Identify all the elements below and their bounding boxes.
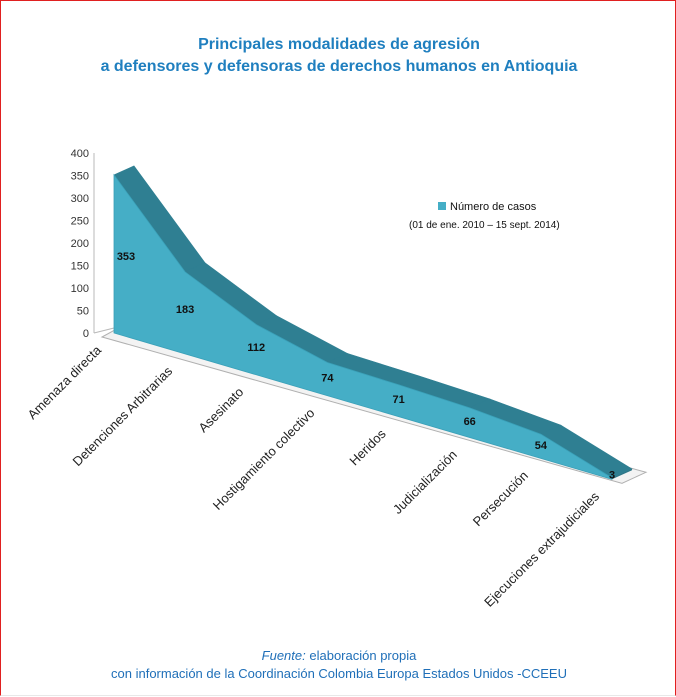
source-text: elaboración propia [305, 648, 417, 663]
x-tick-label: Persecución [470, 468, 531, 529]
legend-date-range: (01 de ene. 2010 – 15 sept. 2014) [409, 220, 560, 231]
y-tick-label: 200 [71, 238, 89, 250]
data-label: 71 [392, 394, 404, 406]
legend-swatch [438, 202, 446, 210]
chart-title-line-1: Principales modalidades de agresión [198, 36, 480, 53]
area-end-cap [612, 468, 632, 480]
y-tick-label: 50 [77, 306, 89, 318]
x-tick-label: Judicialización [390, 447, 460, 517]
data-label: 54 [535, 440, 548, 452]
data-label: 3 [609, 469, 615, 481]
legend-series-name: Número de casos [450, 201, 537, 213]
y-tick-label: 300 [71, 193, 89, 205]
area-series-numero-de-casos [113, 173, 613, 480]
footer-line-2: con información de la Coordinación Colom… [111, 666, 567, 681]
data-label: 66 [464, 416, 476, 428]
x-tick-label: Detenciones Arbitrarias [70, 363, 176, 469]
chart-title-line-2: a defensores y defensoras de derechos hu… [100, 58, 578, 75]
data-label: 183 [176, 304, 194, 316]
source-label: Fuente: [261, 648, 306, 663]
x-tick-label: Hostigamiento colectivo [210, 405, 318, 513]
data-label: 112 [247, 342, 265, 354]
data-label: 353 [117, 251, 135, 263]
y-tick-label: 400 [71, 148, 89, 160]
x-tick-label: Heridos [346, 426, 389, 469]
x-tick-label: Asesinato [195, 384, 246, 435]
chart-title: Principales modalidades de agresión a de… [1, 34, 676, 78]
y-tick-label: 250 [71, 216, 89, 228]
footer-line-1: Fuente: elaboración propia [1, 647, 676, 665]
source-footer: Fuente: elaboración propia con informaci… [1, 647, 676, 683]
x-tick-label: Amenaza directa [25, 342, 105, 422]
data-label: 74 [321, 373, 334, 385]
y-tick-label: 150 [71, 261, 89, 273]
y-tick-label: 0 [83, 328, 89, 340]
y-tick-label: 350 [71, 171, 89, 183]
y-tick-label: 100 [71, 283, 89, 295]
